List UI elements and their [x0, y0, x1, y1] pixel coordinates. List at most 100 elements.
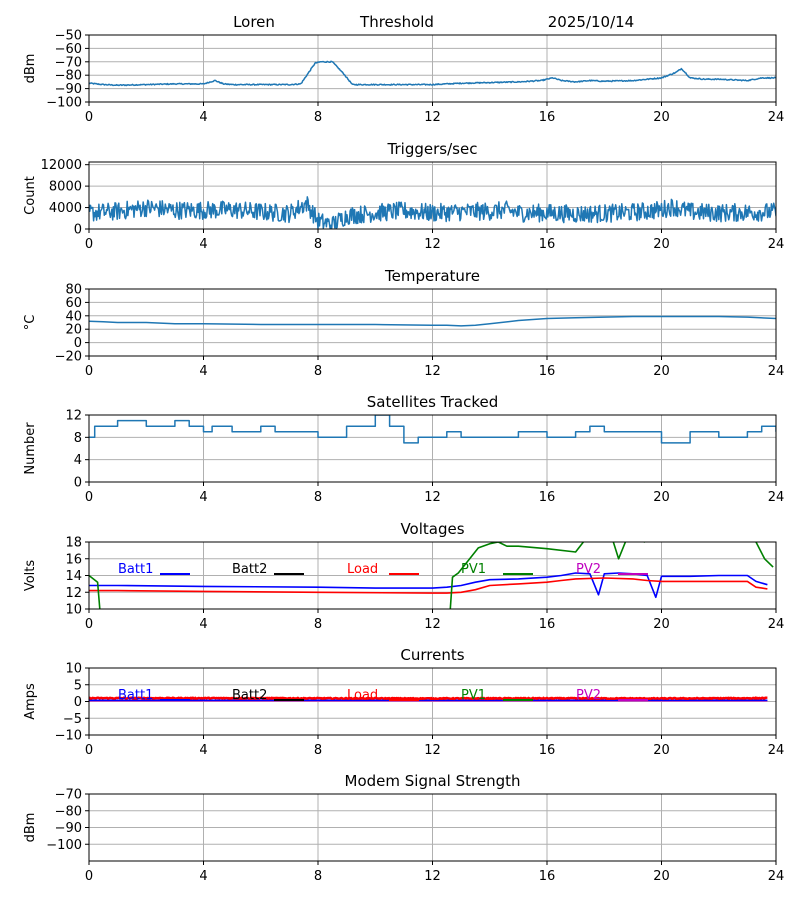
x-tick-label: 0	[85, 490, 93, 505]
x-tick-label: 0	[85, 617, 93, 632]
panel-satellites: 0 4 8 12 16 20 24 0 4 8 12 Satellites Tracked Number	[23, 393, 784, 505]
series-group	[89, 196, 776, 229]
y-tick-label: −50	[55, 29, 82, 44]
x-tick-label: 20	[653, 869, 670, 884]
chart-title: Satellites Tracked	[367, 393, 498, 411]
y-tick-label: 0	[74, 476, 82, 491]
x-tick-label: 20	[653, 237, 670, 252]
y-tick-label: −10	[55, 729, 82, 744]
y-tick-label: −70	[55, 788, 82, 803]
y-tick-label: 8	[74, 431, 82, 446]
y-tick-label: 16	[65, 552, 82, 567]
legend-label-batt1: Batt1	[118, 562, 153, 577]
y-tick-label: −100	[46, 838, 82, 853]
x-tick-label: 8	[314, 869, 322, 884]
x-tick-label: 12	[424, 110, 441, 125]
legend-label-batt1: Batt1	[118, 688, 153, 703]
series-line-batt1	[89, 572, 768, 599]
x-tick-label: 0	[85, 743, 93, 758]
x-tick-label: 20	[653, 110, 670, 125]
legend-label-batt2: Batt2	[232, 688, 267, 703]
y-tick-label: 4	[74, 453, 82, 468]
y-tick-label: 5	[74, 678, 82, 693]
x-tick-label: 0	[85, 869, 93, 884]
y-tick-label: 12	[65, 409, 82, 424]
legend-label-load: Load	[347, 688, 378, 703]
series-group	[89, 696, 768, 702]
x-tick-label: 4	[199, 869, 207, 884]
x-tick-label: 8	[314, 110, 322, 125]
x-tick-label: 12	[424, 869, 441, 884]
x-tick-label: 8	[314, 617, 322, 632]
x-tick-label: 24	[768, 364, 785, 379]
y-tick-label: 0	[74, 695, 82, 710]
legend-label-pv1: PV1	[461, 688, 486, 703]
y-tick-label: 20	[65, 323, 82, 338]
series-line-triggers-sec	[89, 196, 776, 229]
x-tick-label: 4	[199, 490, 207, 505]
y-axis-label: Count	[23, 176, 38, 215]
x-tick-label: 4	[199, 743, 207, 758]
x-tick-label: 12	[424, 743, 441, 758]
x-tick-label: 12	[424, 617, 441, 632]
series-line-pv1	[89, 542, 774, 609]
panel-threshold: 0 4 8 12 16 20 24 −100−90−80−70−60−50 dBm	[23, 29, 784, 126]
y-tick-label: 14	[65, 569, 82, 584]
series-group	[89, 415, 776, 444]
y-tick-label: 0	[74, 223, 82, 238]
panel-triggers: 0 4 8 12 16 20 24 0 4000 8000 12000 Triggers/sec Cou…	[23, 140, 784, 252]
y-tick-label: 4000	[49, 201, 82, 216]
y-tick-label: −70	[55, 55, 82, 70]
x-tick-label: 24	[768, 110, 785, 125]
y-tick-label: −100	[46, 96, 82, 111]
y-tick-label: −80	[55, 69, 82, 84]
legend-label-batt2: Batt2	[232, 562, 267, 577]
y-tick-label: 60	[65, 296, 82, 311]
legend-label-load: Load	[347, 562, 378, 577]
y-tick-label: 12000	[41, 158, 82, 173]
x-tick-label: 0	[85, 364, 93, 379]
legend-label-pv2: PV2	[576, 562, 601, 577]
x-tick-label: 4	[199, 617, 207, 632]
x-tick-label: 0	[85, 110, 93, 125]
y-axis-label: dBm	[23, 54, 38, 84]
series-line-load	[89, 577, 768, 594]
x-tick-label: 12	[424, 490, 441, 505]
y-axis-label: Volts	[23, 560, 38, 592]
x-tick-label: 8	[314, 364, 322, 379]
series-line-threshold	[89, 60, 776, 87]
x-tick-label: 16	[539, 490, 556, 505]
y-tick-label: 10	[65, 662, 82, 677]
x-tick-label: 8	[314, 490, 322, 505]
y-tick-label: −20	[55, 350, 82, 365]
legend-label-pv1: PV1	[461, 562, 486, 577]
y-tick-label: 8000	[49, 180, 82, 195]
x-tick-label: 8	[314, 237, 322, 252]
y-tick-label: −80	[55, 804, 82, 819]
chart-title: Triggers/sec	[387, 140, 478, 158]
series-group	[89, 542, 774, 609]
header-label: Threshold	[359, 13, 434, 31]
x-tick-label: 24	[768, 237, 785, 252]
x-tick-label: 16	[539, 617, 556, 632]
series-line-temperature	[89, 315, 776, 327]
y-tick-label: −90	[55, 82, 82, 97]
y-axis-label: Number	[23, 422, 38, 475]
y-axis-label: °C	[23, 315, 38, 331]
x-tick-label: 24	[768, 490, 785, 505]
y-tick-label: 40	[65, 309, 82, 324]
y-tick-label: −5	[63, 712, 82, 727]
chart-title: Temperature	[384, 267, 480, 285]
y-tick-label: 80	[65, 283, 82, 298]
x-tick-label: 24	[768, 743, 785, 758]
legend-label-pv2: PV2	[576, 688, 601, 703]
x-tick-label: 4	[199, 237, 207, 252]
x-tick-label: 20	[653, 617, 670, 632]
x-tick-label: 0	[85, 237, 93, 252]
x-tick-label: 16	[539, 869, 556, 884]
